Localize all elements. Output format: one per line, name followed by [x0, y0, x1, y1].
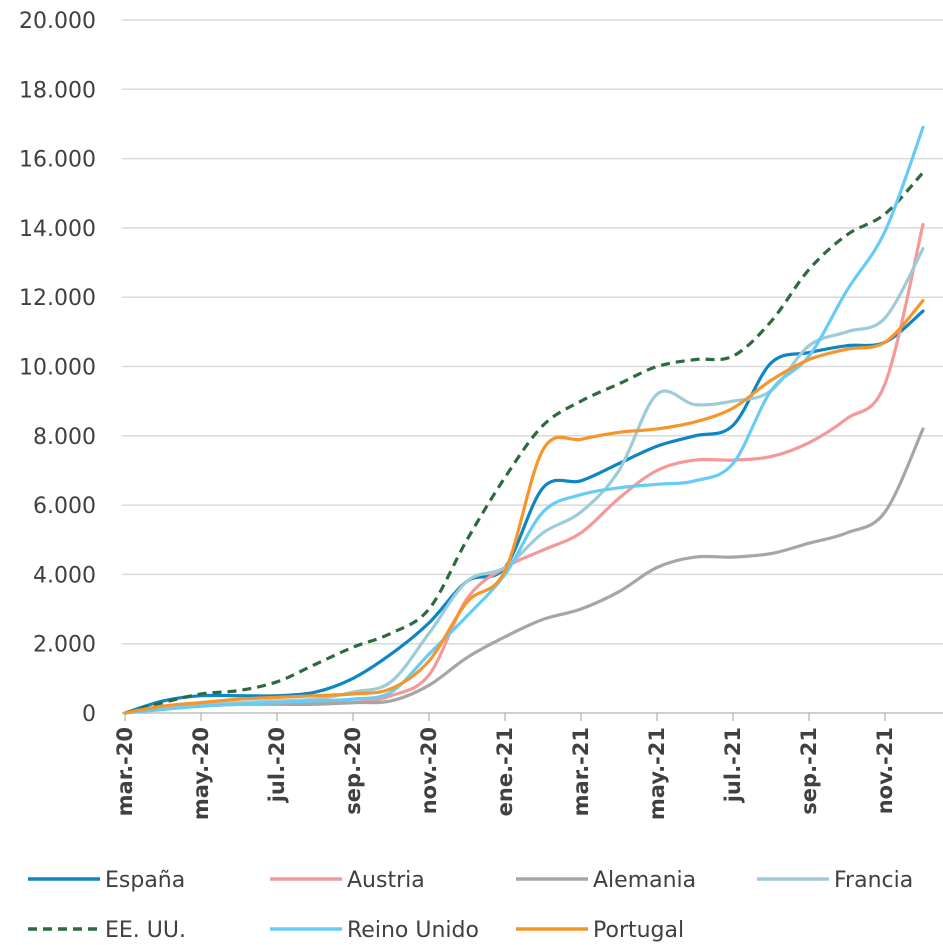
- legend-label: Austria: [347, 868, 425, 893]
- x-tick-label: ene.-21: [493, 727, 517, 816]
- y-tick-label: 8.000: [33, 425, 96, 450]
- y-tick-label: 4.000: [33, 563, 96, 588]
- series-line-3: [123, 247, 925, 715]
- legend-label: Reino Unido: [347, 918, 479, 943]
- y-axis-tick-labels: 0 2.000 4.000 6.000 8.000 10.000 12.000 14.000 1…: [19, 9, 96, 727]
- y-tick-label: 2.000: [33, 633, 96, 658]
- y-tick-label: 20.000: [19, 9, 96, 34]
- x-tick-label: may.-20: [189, 727, 213, 820]
- x-tick-label: jul.-20: [265, 727, 289, 803]
- x-tick-label: mar.-20: [113, 727, 137, 816]
- y-tick-label: 10.000: [19, 356, 96, 381]
- y-tick-label: 16.000: [19, 148, 96, 173]
- y-tick-label: 14.000: [19, 217, 96, 242]
- x-tick-label: sep.-21: [797, 727, 821, 815]
- x-tick-label: nov.-20: [417, 727, 441, 814]
- x-tick-label: jul.-21: [721, 727, 745, 803]
- y-tick-label: 12.000: [19, 286, 96, 311]
- legend-label: Francia: [834, 868, 913, 893]
- y-tick-label: 0: [82, 702, 96, 727]
- x-tick-label: sep.-20: [341, 727, 365, 815]
- series-line-4: [124, 171, 925, 715]
- x-axis: mar.-20 may.-20 jul.-20 sep.-20 nov.-20 ene.-…: [113, 712, 943, 820]
- legend-label: España: [105, 868, 185, 893]
- series-line-2: [123, 427, 925, 715]
- legend-label: EE. UU.: [105, 918, 186, 943]
- y-tick-label: 18.000: [19, 78, 96, 103]
- x-tick-label: may.-21: [645, 727, 669, 820]
- gridlines: [122, 19, 943, 645]
- legend: España Austria Alemania Francia EE. UU. Reino…: [28, 868, 913, 943]
- data-series: [123, 125, 925, 715]
- series-line-6: [123, 299, 925, 715]
- x-tick-label: mar.-21: [569, 727, 593, 816]
- legend-label: Portugal: [593, 918, 684, 943]
- x-tick-label: nov.-21: [873, 727, 897, 814]
- series-line-0: [123, 309, 925, 715]
- series-line-5: [123, 125, 925, 715]
- y-tick-label: 6.000: [33, 494, 96, 519]
- legend-label: Alemania: [593, 868, 696, 893]
